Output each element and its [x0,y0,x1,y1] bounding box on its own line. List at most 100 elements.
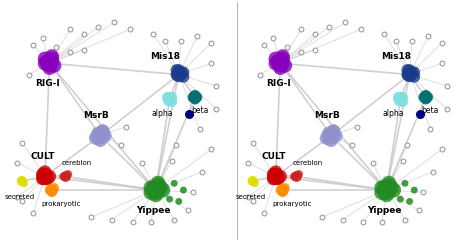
Point [99,129,107,133]
Text: secreted: secreted [4,194,35,200]
Point [251,181,259,185]
Point [410,75,418,79]
Point [20,181,28,185]
Point [154,181,162,185]
Point [387,186,395,190]
Point [173,73,180,76]
Point [44,59,51,63]
Point [185,112,193,116]
Point [291,174,298,178]
Point [175,199,182,203]
Point [410,188,418,192]
Point [41,172,49,176]
Point [180,70,187,74]
Text: secreted: secreted [235,194,265,200]
Text: RIG-I: RIG-I [35,79,60,88]
Point [18,179,26,183]
Point [48,54,55,58]
Point [332,134,339,138]
Point [152,193,160,197]
Point [419,95,427,99]
Point [168,95,176,99]
Point [46,188,54,192]
Point [50,64,58,68]
Point [270,172,277,176]
Point [397,98,404,101]
Point [18,179,26,183]
Point [385,181,392,185]
Point [159,188,166,192]
Point [62,174,70,178]
Point [191,98,199,101]
Text: cereblon: cereblon [62,160,92,166]
Point [274,177,282,181]
Point [401,181,409,185]
Point [328,134,335,138]
Text: prokaryotic: prokaryotic [41,201,81,207]
Text: beta: beta [422,106,439,115]
Point [154,184,162,188]
Point [385,184,392,188]
Point [279,54,286,58]
Point [399,100,407,104]
Point [329,129,337,133]
Point [403,73,411,76]
Point [94,131,102,135]
Point [166,98,173,101]
Text: RIG-I: RIG-I [265,79,291,88]
Point [293,174,301,178]
Point [175,73,182,76]
Point [48,188,55,192]
Point [46,66,54,70]
Point [150,186,157,190]
Point [272,172,280,176]
Point [279,57,286,61]
Point [410,70,418,74]
Point [191,95,199,99]
Point [397,197,404,201]
Point [276,61,284,65]
Point [381,186,388,190]
Point [50,186,58,190]
Point [48,190,55,194]
Point [399,95,407,99]
Point [60,174,67,178]
Point [147,190,155,194]
Point [403,68,411,72]
Point [180,188,187,192]
Text: CULT: CULT [30,151,55,161]
Point [323,136,330,140]
Text: beta: beta [191,106,208,115]
Point [270,177,277,181]
Point [147,186,155,190]
Point [177,70,185,74]
Point [170,181,178,185]
Point [295,172,302,176]
Point [272,61,280,65]
Text: Yippee: Yippee [136,206,171,215]
Point [424,95,432,99]
Point [94,136,102,140]
Point [48,57,55,61]
Point [166,95,173,99]
Point [406,68,413,72]
Point [39,172,46,176]
Text: Mis18: Mis18 [150,52,180,61]
Text: MsrB: MsrB [83,111,109,120]
Point [101,134,109,138]
Point [279,188,286,192]
Point [249,179,256,183]
Point [276,174,284,178]
Point [329,129,337,133]
Point [152,188,160,192]
Point [64,172,72,176]
Point [383,188,390,192]
Point [41,170,49,174]
Text: MsrB: MsrB [314,111,339,120]
Point [48,188,55,192]
Text: Yippee: Yippee [367,206,401,215]
Text: alpha: alpha [152,109,173,118]
Point [274,59,282,63]
Point [328,138,335,142]
Point [97,138,104,142]
